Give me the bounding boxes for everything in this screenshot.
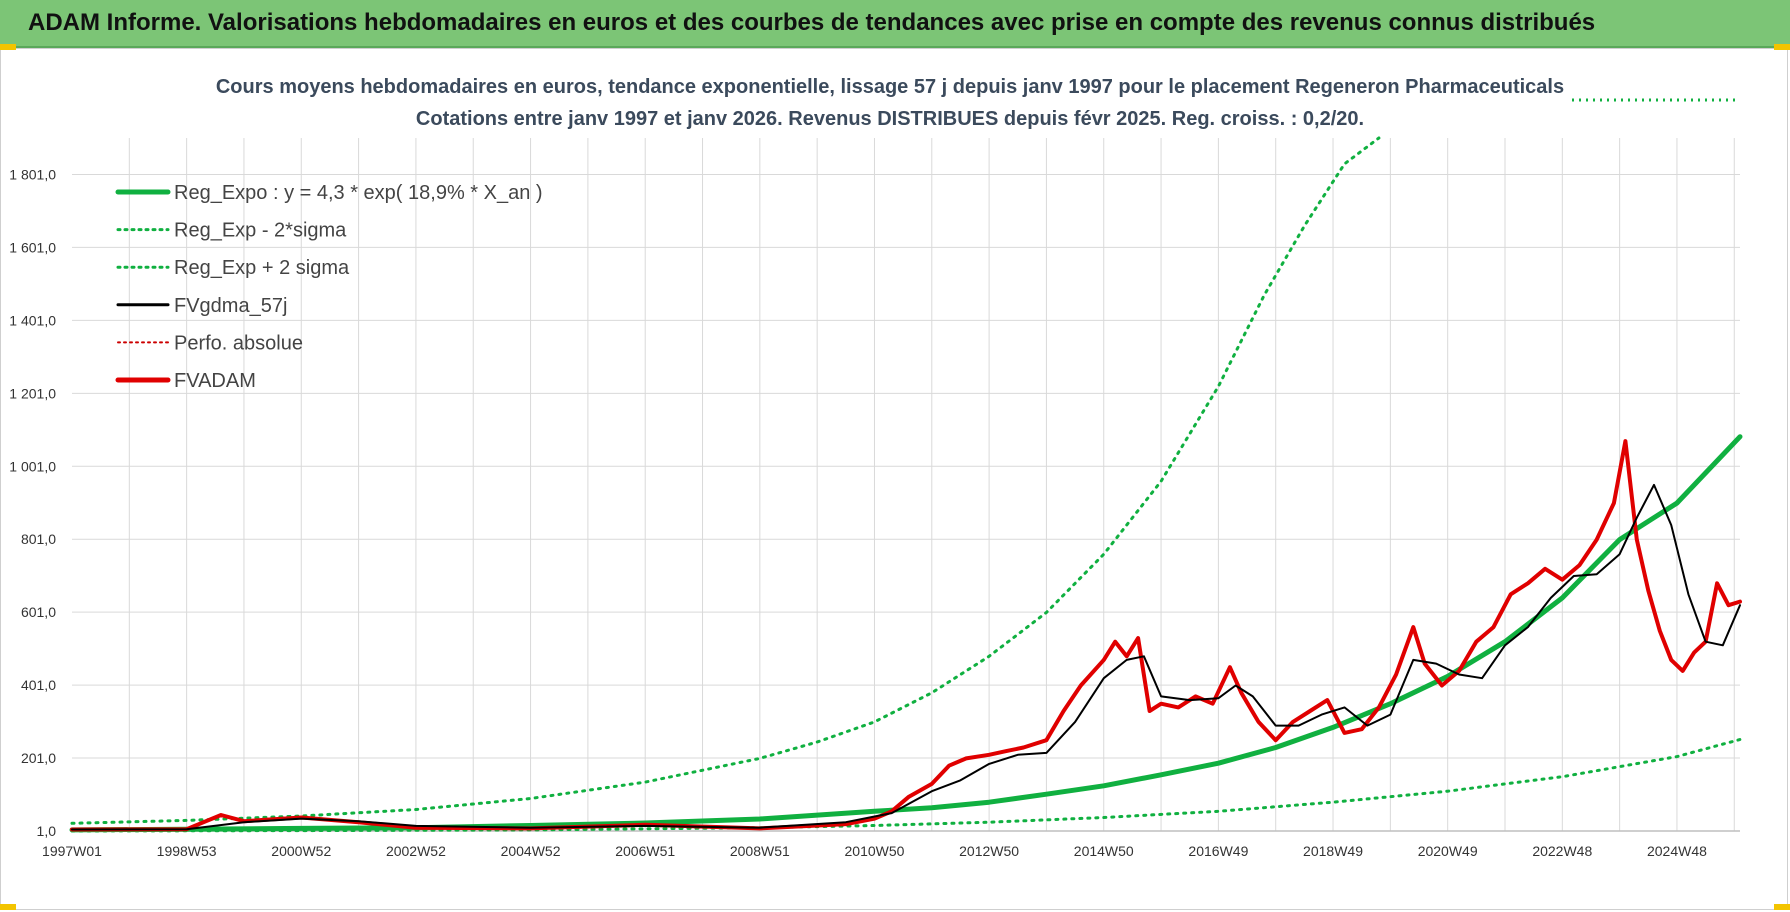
x-tick-label: 2010W50 xyxy=(845,843,905,859)
y-tick-label: 801,0 xyxy=(21,531,56,547)
y-tick-label: 1 201,0 xyxy=(9,385,56,401)
y-tick-label: 401,0 xyxy=(21,677,56,693)
series-reg-exp-plus-2sigma xyxy=(70,136,1381,825)
y-axis: 1,0 201,0 401,0 601,0 801,0 1 001,0 1 201,0 1 4… xyxy=(9,166,56,839)
x-tick-label: 2018W49 xyxy=(1303,843,1363,859)
legend: Reg_Expo : y = 4,3 * exp( 18,9% * X_an )… xyxy=(115,182,543,392)
series-fvadam xyxy=(70,439,1742,832)
legend-label: Reg_Exp - 2*sigma xyxy=(174,220,347,242)
legend-label: FVgdma_57j xyxy=(174,295,287,317)
x-tick-label: 2024W48 xyxy=(1647,843,1707,859)
x-tick-label: 2000W52 xyxy=(271,843,331,859)
x-tick-label: 2012W50 xyxy=(959,843,1019,859)
legend-label: Reg_Expo : y = 4,3 * exp( 18,9% * X_an ) xyxy=(174,182,543,204)
chart-title-line2: Cotations entre janv 1997 et janv 2026. … xyxy=(416,108,1364,130)
x-tick-label: 2016W49 xyxy=(1188,843,1248,859)
x-axis: 1997W01 1998W53 2000W52 2002W52 2004W52 2006W… xyxy=(42,843,1707,859)
x-tick-label: 1997W01 xyxy=(42,843,102,859)
x-tick-label: 2006W51 xyxy=(615,843,675,859)
x-tick-label: 2002W52 xyxy=(386,843,446,859)
y-tick-label: 1 001,0 xyxy=(9,458,56,474)
x-tick-label: 2004W52 xyxy=(501,843,561,859)
y-tick-label: 1 401,0 xyxy=(9,312,56,328)
legend-label: Reg_Exp + 2 sigma xyxy=(174,257,350,279)
corner-marker xyxy=(1774,44,1790,50)
x-tick-label: 2008W51 xyxy=(730,843,790,859)
report-banner: ADAM Informe. Valorisations hebdomadaire… xyxy=(0,0,1790,48)
corner-marker xyxy=(0,904,16,910)
y-tick-label: 1 801,0 xyxy=(9,166,56,182)
series-layer xyxy=(69,136,1743,833)
chart-title-line1: Cours moyens hebdomadaires en euros, ten… xyxy=(216,76,1564,98)
x-tick-label: 2020W49 xyxy=(1418,843,1478,859)
y-tick-label: 1,0 xyxy=(37,823,57,839)
y-tick-label: 601,0 xyxy=(21,604,56,620)
y-tick-label: 201,0 xyxy=(21,750,56,766)
x-tick-label: 1998W53 xyxy=(157,843,217,859)
x-tick-label: 2014W50 xyxy=(1074,843,1134,859)
chart-frame xyxy=(0,48,1788,910)
corner-marker xyxy=(1774,904,1790,910)
legend-label: FVADAM xyxy=(174,370,256,392)
grid xyxy=(72,138,1740,832)
x-tick-label: 2022W48 xyxy=(1532,843,1592,859)
y-tick-label: 1 601,0 xyxy=(9,239,56,255)
series-reg-expo xyxy=(69,434,1743,833)
legend-label: Perfo. absolue xyxy=(174,332,303,354)
series-fvgdma-57j xyxy=(71,483,1741,831)
report-title: ADAM Informe. Valorisations hebdomadaire… xyxy=(28,9,1596,36)
corner-marker xyxy=(0,44,16,50)
